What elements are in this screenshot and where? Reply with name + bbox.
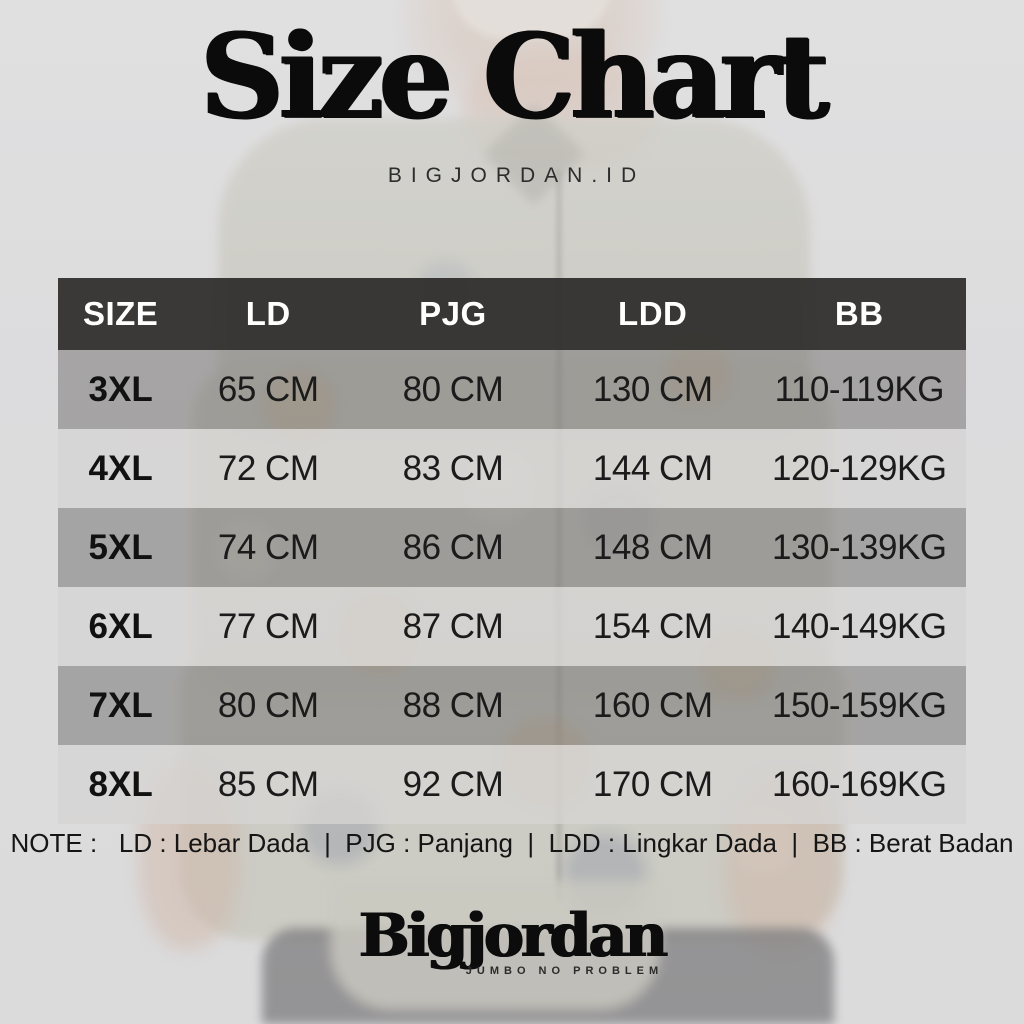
ldd-value: 144 CM [592, 448, 713, 488]
column-header-size: SIZE [82, 295, 159, 332]
bb-value: 110-119KG [774, 369, 945, 409]
size-label: 6XL [88, 606, 153, 646]
ld-value: 85 CM [217, 764, 319, 804]
page-title: Size Chart [199, 9, 829, 145]
size-label: 8XL [88, 764, 153, 804]
bb-value: 120-129KG [772, 448, 947, 488]
ldd-value: 160 CM [592, 685, 713, 725]
size-table-header-row: SIZE LD PJG LDD BB [58, 278, 966, 350]
column-header-ldd: LDD [618, 295, 688, 332]
footer-brand-name: Bigjordan [358, 901, 668, 971]
size-table: SIZE LD PJG LDD BB 3XL 65 CM 80 CM 130 C… [58, 278, 966, 824]
table-row-3xl: 3XL 65 CM 80 CM 130 CM 110-119KG [58, 350, 966, 429]
size-label: 4XL [88, 448, 153, 488]
footer: Bigjordan JUMBO NO PROBLEM [0, 902, 1024, 979]
ldd-value: 130 CM [592, 369, 713, 409]
column-header-ld: LD [245, 295, 291, 332]
brand-subtitle: BIGJORDAN.ID [387, 164, 646, 187]
pjg-value: 92 CM [402, 764, 504, 804]
ldd-value: 154 CM [592, 606, 713, 646]
ldd-value: 170 CM [592, 764, 713, 804]
pjg-value: 83 CM [402, 448, 504, 488]
bb-value: 130-139KG [772, 527, 947, 567]
size-label: 5XL [88, 527, 153, 567]
size-label: 7XL [88, 685, 153, 725]
bb-value: 150-159KG [772, 685, 947, 725]
ldd-value: 148 CM [592, 527, 713, 567]
column-header-bb: BB [834, 295, 884, 332]
table-row-7xl: 7XL 80 CM 88 CM 160 CM 150-159KG [58, 666, 966, 745]
legend-note: NOTE : LD : Lebar Dada | PJG : Panjang |… [10, 828, 1014, 858]
footer-tagline: JUMBO NO PROBLEM [465, 965, 664, 977]
footer-brand-logo: Bigjordan JUMBO NO PROBLEM [358, 901, 668, 978]
pjg-value: 88 CM [402, 685, 504, 725]
table-row-6xl: 6XL 77 CM 87 CM 154 CM 140-149KG [58, 587, 966, 666]
ld-value: 74 CM [217, 527, 319, 567]
bb-value: 160-169KG [772, 764, 947, 804]
size-label: 3XL [88, 369, 153, 409]
column-header-pjg: PJG [419, 295, 487, 332]
table-row-5xl: 5XL 74 CM 86 CM 148 CM 130-139KG [58, 508, 966, 587]
ld-value: 72 CM [217, 448, 319, 488]
ld-value: 80 CM [217, 685, 319, 725]
pjg-value: 80 CM [402, 369, 504, 409]
bb-value: 140-149KG [772, 606, 947, 646]
pjg-value: 87 CM [402, 606, 504, 646]
ld-value: 77 CM [217, 606, 319, 646]
pjg-value: 86 CM [402, 527, 504, 567]
table-row-8xl: 8XL 85 CM 92 CM 170 CM 160-169KG [58, 745, 966, 824]
ld-value: 65 CM [217, 369, 319, 409]
table-row-4xl: 4XL 72 CM 83 CM 144 CM 120-129KG [58, 429, 966, 508]
